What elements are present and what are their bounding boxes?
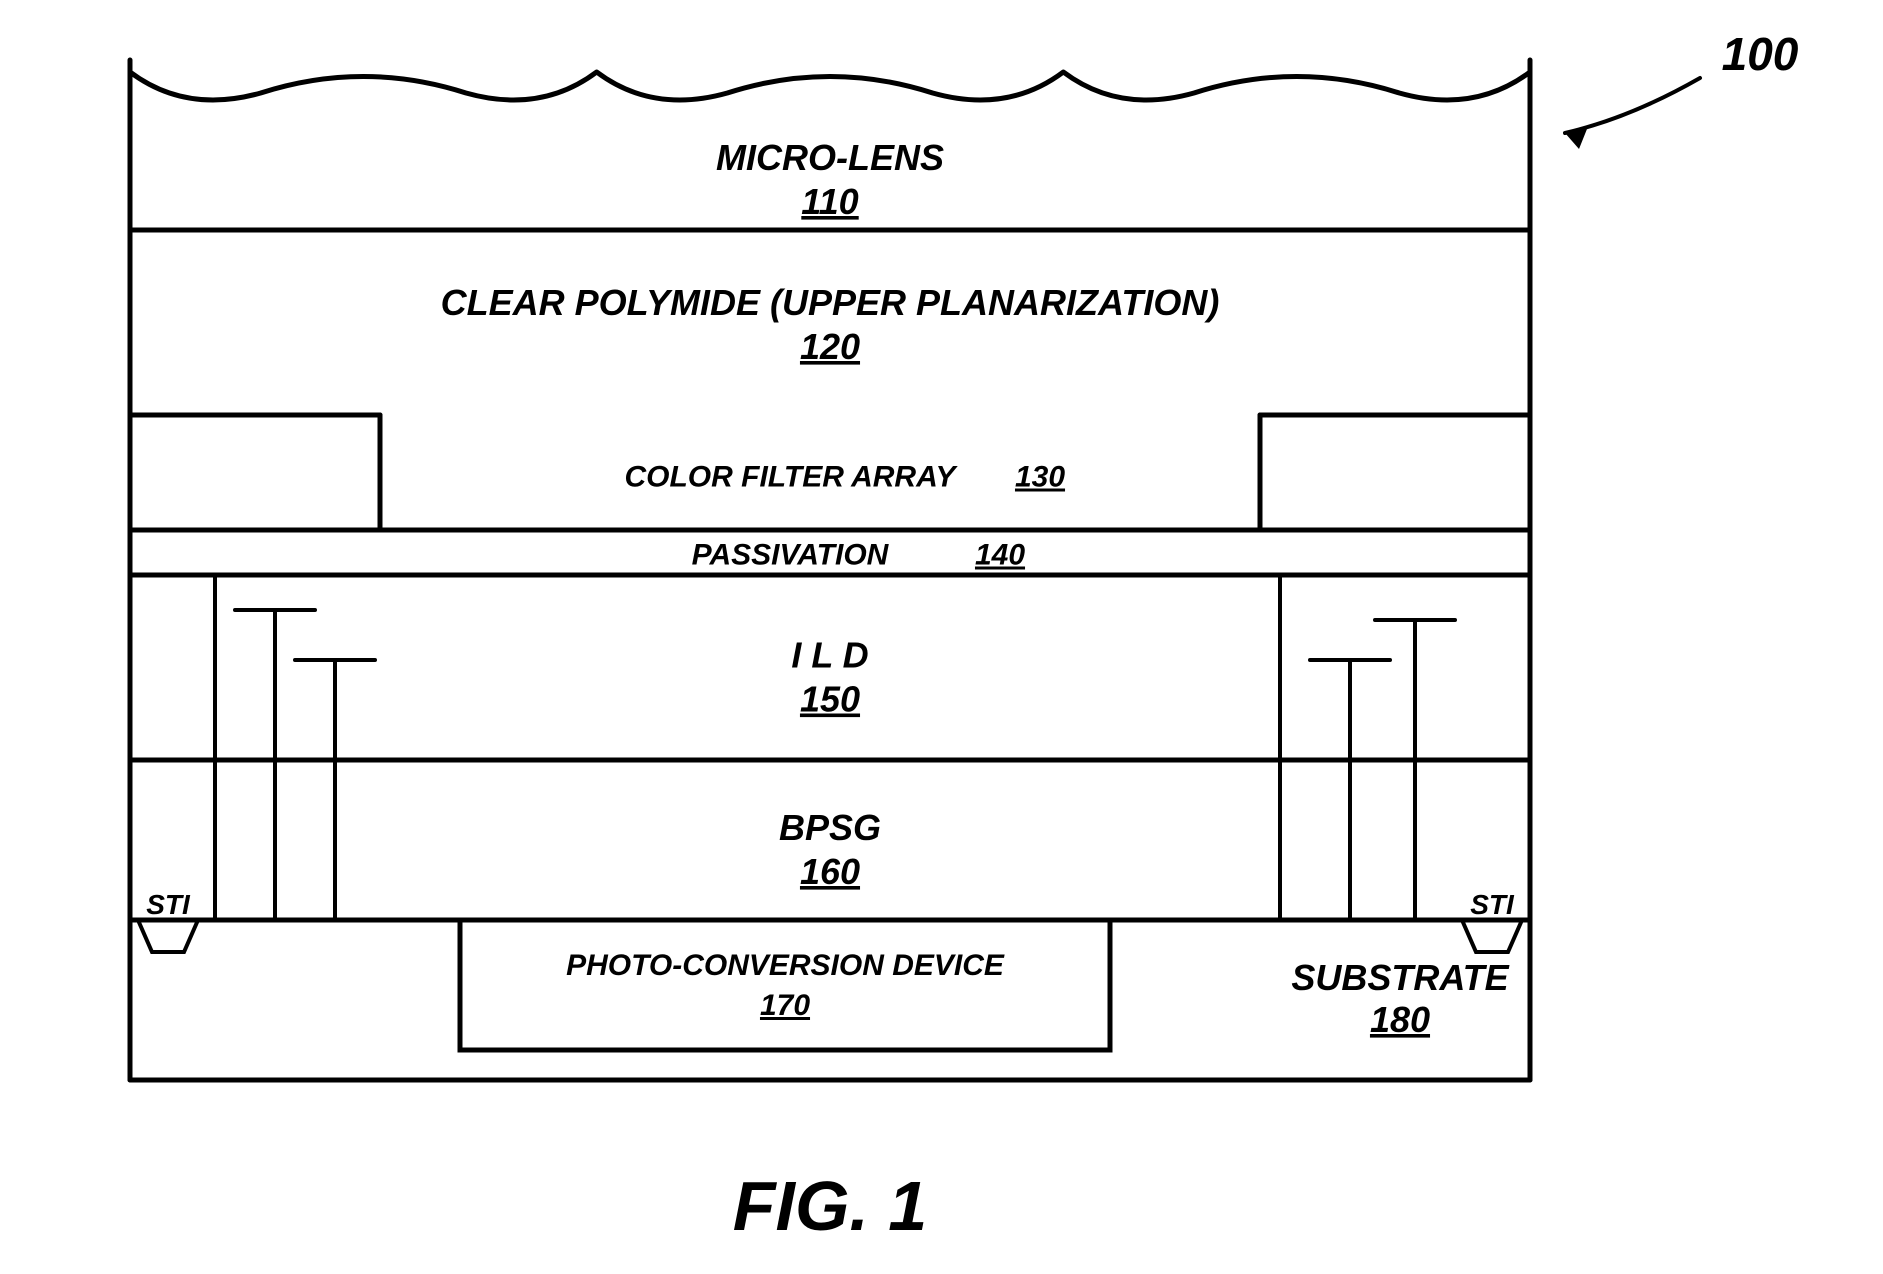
figure-label: FIG. 1 [733,1167,927,1245]
svg-text:120: 120 [800,326,860,367]
svg-text:180: 180 [1370,999,1430,1040]
photo-conversion-device-box [460,920,1110,1050]
svg-text:140: 140 [975,539,1025,572]
svg-text:CLEAR POLYMIDE (UPPER PLANARIZ: CLEAR POLYMIDE (UPPER PLANARIZATION) [441,282,1220,323]
svg-text:100: 100 [1722,28,1799,80]
svg-text:BPSG: BPSG [779,807,881,848]
svg-text:130: 130 [1015,461,1065,494]
svg-text:PASSIVATION: PASSIVATION [692,539,890,572]
svg-text:COLOR FILTER ARRAY: COLOR FILTER ARRAY [624,461,958,494]
svg-text:PHOTO-CONVERSION DEVICE: PHOTO-CONVERSION DEVICE [566,949,1005,982]
labels: MICRO-LENS110 CLEAR POLYMIDE (UPPER PLANA… [146,137,1515,1040]
svg-text:MICRO-LENS: MICRO-LENS [716,137,944,178]
sti-regions [138,920,1522,952]
svg-text:160: 160 [800,851,860,892]
svg-text:170: 170 [760,989,810,1022]
reference-arrow: 100 [1565,28,1799,149]
svg-text:110: 110 [801,181,858,222]
svg-text:150: 150 [800,679,860,720]
svg-text:SUBSTRATE: SUBSTRATE [1291,957,1509,998]
svg-text:I L D: I L D [791,635,868,676]
svg-text:STI: STI [1470,889,1515,920]
svg-text:STI: STI [146,889,191,920]
microlens-top-curve [130,72,1530,100]
cross-section-diagram: MICRO-LENS110 CLEAR POLYMIDE (UPPER PLANA… [0,0,1883,1274]
